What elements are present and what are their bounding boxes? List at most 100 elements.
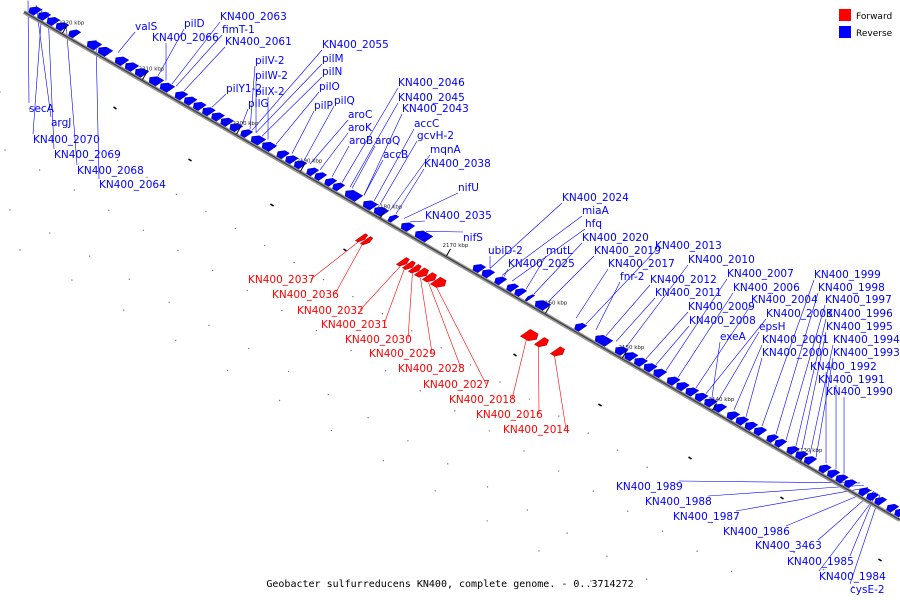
reverse-gene-label-kn400-2068: KN400_2068: [77, 165, 144, 177]
forward-gene-4-body: [407, 264, 422, 274]
reverse-gene-47: [643, 363, 658, 373]
reverse-gene-leader-exea: [711, 341, 721, 398]
reverse-gene-63-body: [803, 456, 818, 465]
reverse-gene-4-body: [68, 29, 82, 39]
background-dot: [226, 369, 229, 372]
background-dash: [688, 456, 692, 460]
background-dot: [590, 580, 592, 582]
background-dot: [523, 450, 525, 452]
background-dot: [705, 500, 707, 503]
reverse-gene-leader-pilp: [291, 110, 315, 154]
reverse-gene-leader-kn400-2069: [47, 12, 55, 150]
reverse-gene-leader-kn400-2035: [410, 220, 426, 223]
reverse-gene-30: [362, 200, 379, 211]
forward-gene-leader-kn400-2036: [334, 243, 363, 295]
reverse-gene-43-body: [594, 335, 614, 347]
kbp-tick-8: [712, 402, 717, 411]
reverse-gene-leader-pilq: [303, 105, 335, 161]
reverse-gene-leader-kn400-2006: [677, 292, 734, 378]
reverse-gene-leader-cyse-2: [849, 494, 881, 585]
reverse-gene-label-kn400-2070: KN400_2070: [33, 134, 100, 146]
reverse-gene-12-body: [174, 91, 189, 101]
reverse-gene-label-kn400-2019: KN400_2019: [594, 245, 661, 257]
background-dot: [73, 189, 75, 191]
reverse-gene-label-kn400-2046: KN400_2046: [398, 77, 465, 89]
background-dot: [730, 570, 733, 573]
reverse-gene-leader-kn400-2019: [547, 255, 595, 303]
reverse-gene-leader-kn400-2063: [171, 21, 221, 85]
reverse-gene-13: [183, 96, 198, 106]
reverse-gene-label-kn400-1984: KN400_1984: [819, 571, 886, 583]
background-dot: [382, 459, 385, 462]
reverse-gene-58: [753, 427, 768, 436]
reverse-gene-32: [387, 214, 400, 223]
kbp-tick-label-3: 2190 kbp: [297, 158, 323, 164]
reverse-gene-label-kn400-1995: KN400_1995: [826, 321, 893, 333]
background-dot: [287, 370, 290, 373]
reverse-gene-35: [472, 264, 487, 274]
forward-gene-label-kn400-2032: KN400_2032: [297, 305, 364, 317]
forward-gene-leader-kn400-2032: [359, 265, 401, 311]
reverse-gene-29-body: [344, 190, 364, 202]
reverse-gene-label-kn400-2020: KN400_2020: [582, 232, 649, 244]
background-dot: [211, 269, 214, 272]
kbp-tick-7: [622, 350, 627, 359]
reverse-gene-1: [37, 11, 52, 21]
background-dash: [878, 558, 882, 562]
kbp-tick-label-9: 2130 kbp: [797, 448, 823, 454]
legend-forward-swatch: [839, 9, 851, 21]
reverse-gene-leader-kn400-1989: [678, 480, 861, 484]
reverse-gene-46-body: [634, 357, 648, 367]
reverse-gene-11-body: [159, 82, 176, 93]
reverse-gene-37-body: [494, 276, 508, 286]
reverse-gene-label-hfq: hfq: [585, 218, 602, 230]
reverse-gene-62: [795, 451, 809, 460]
reverse-gene-leader-kn400-2017: [575, 268, 609, 319]
reverse-gene-33: [400, 222, 416, 232]
reverse-gene-leader-kn400-2011: [615, 297, 656, 342]
forward-gene-label-kn400-2018: KN400_2018: [449, 394, 516, 406]
reverse-gene-label-cyse-2: cysE-2: [850, 584, 885, 596]
reverse-gene-38-body: [506, 283, 520, 293]
reverse-gene-44: [614, 346, 629, 356]
reverse-gene-leader-kn400-2000: [745, 357, 763, 417]
reverse-gene-label-pilo: pilO: [319, 81, 340, 93]
reverse-gene-45: [624, 352, 639, 362]
reverse-gene-leader-kn400-2024: [489, 202, 563, 269]
genome-caption: Geobacter sulfurreducens KN400, complete…: [266, 579, 633, 590]
reverse-gene-13-body: [183, 96, 198, 106]
background-dot: [293, 261, 295, 264]
reverse-gene-70-body: [874, 497, 888, 506]
forward-gene-1: [359, 236, 374, 246]
reverse-gene-16: [211, 112, 225, 122]
reverse-gene-label-exea: exeA: [720, 331, 747, 343]
reverse-gene-18-body: [229, 123, 244, 133]
reverse-gene-label-kn400-2069: KN400_2069: [54, 149, 121, 161]
reverse-gene-50: [676, 382, 690, 392]
legend: Forward Reverse: [839, 9, 893, 39]
reverse-gene-14-body: [192, 101, 207, 111]
reverse-gene-35-body: [472, 264, 487, 274]
background-dot: [19, 249, 21, 251]
reverse-gene-leader-kn400-2003: [705, 318, 767, 394]
reverse-gene-7-body: [114, 56, 130, 66]
reverse-gene-25-body: [306, 167, 320, 177]
background-dash: [270, 203, 274, 207]
reverse-gene-48-body: [653, 368, 668, 378]
forward-gene-leader-kn400-2016: [538, 346, 540, 415]
background-dot: [38, 169, 41, 171]
reverse-gene-52: [694, 392, 709, 402]
reverse-gene-leader-kn400-1996: [795, 318, 827, 446]
reverse-gene-leader-kn400-2004: [695, 304, 752, 389]
reverse-gene-leader-kn400-1987: [735, 487, 869, 512]
reverse-gene-64-body: [818, 464, 832, 474]
background-dot: [407, 440, 409, 442]
reverse-gene-leader-kn400-2070: [32, 8, 43, 135]
reverse-gene-56-body: [735, 416, 750, 426]
reverse-gene-leader-kn400-1999: [761, 279, 815, 427]
reverse-gene-label-accc: accC: [414, 118, 439, 130]
reverse-gene-19: [240, 129, 254, 138]
reverse-gene-17: [220, 117, 235, 127]
kbp-tick-label-2: 2200 kbp: [233, 121, 259, 127]
reverse-gene-23-body: [285, 155, 299, 165]
